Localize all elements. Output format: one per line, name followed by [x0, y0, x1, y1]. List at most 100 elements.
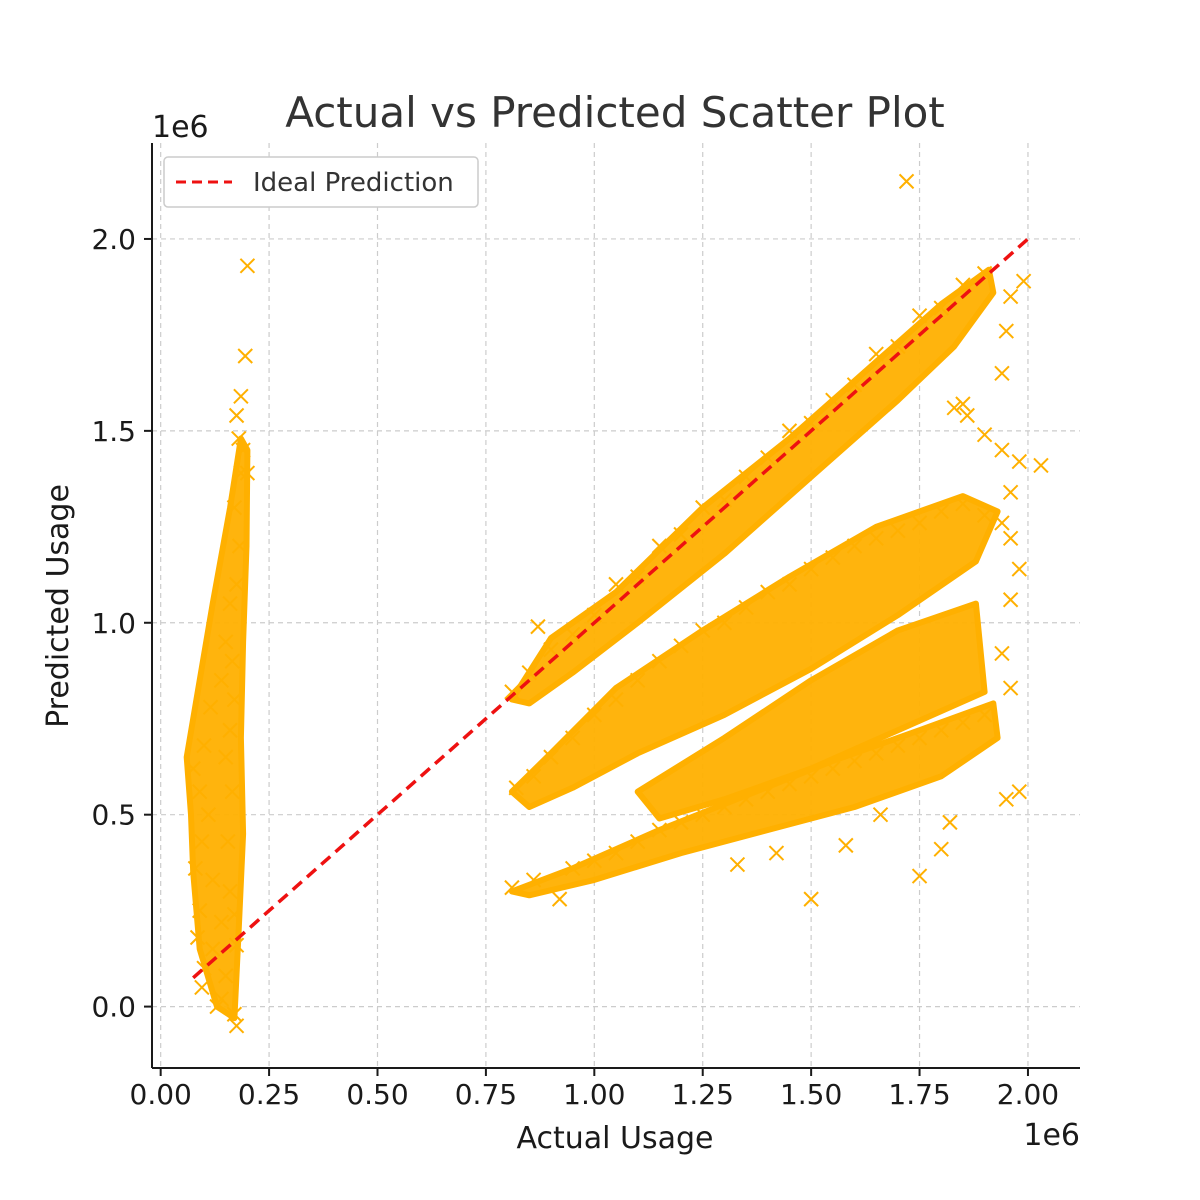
data-point	[716, 799, 733, 815]
data-point	[890, 737, 906, 754]
data-point	[213, 914, 230, 930]
data-point	[846, 753, 863, 769]
data-point	[994, 515, 1010, 531]
data-point	[220, 833, 236, 850]
data-point	[586, 707, 603, 723]
data-point	[564, 730, 581, 746]
data-point	[226, 691, 243, 708]
data-point	[955, 714, 971, 731]
x-tick-label: 1.00	[563, 1078, 625, 1111]
data-point	[189, 929, 206, 946]
ideal-prediction-line	[192, 233, 1034, 980]
x-axis-title: Actual Usage	[517, 1121, 714, 1156]
data-point	[530, 618, 546, 635]
data-point	[608, 576, 624, 593]
point-cluster	[508, 700, 1001, 899]
data-point	[825, 760, 841, 777]
data-point	[825, 549, 841, 566]
data-point	[955, 396, 971, 412]
data-point	[673, 814, 689, 831]
data-point	[228, 576, 245, 593]
data-point	[803, 561, 819, 577]
data-point	[872, 806, 889, 823]
x-tick-label: 1.75	[888, 1078, 950, 1111]
data-point	[838, 837, 854, 854]
data-point	[237, 348, 253, 364]
data-point	[228, 1018, 245, 1034]
data-point	[222, 722, 238, 738]
data-point	[187, 860, 204, 877]
axes	[151, 143, 1080, 1069]
data-point	[1002, 680, 1019, 696]
data-point	[233, 388, 249, 405]
data-point	[976, 426, 993, 443]
data-point	[976, 707, 993, 723]
y-tick-label: 0.0	[91, 991, 136, 1024]
data-point	[994, 645, 1010, 662]
data-point	[218, 749, 234, 765]
point-cluster	[508, 266, 997, 707]
data-point	[209, 998, 225, 1015]
data-point	[239, 258, 256, 274]
data-point	[228, 937, 245, 953]
data-point	[695, 499, 711, 516]
data-point	[911, 515, 928, 531]
data-point	[738, 791, 754, 808]
data-points	[185, 173, 1049, 1034]
data-point	[760, 450, 776, 466]
data-point	[673, 526, 689, 543]
data-point	[976, 507, 993, 524]
data-point	[994, 442, 1010, 458]
data-point	[1002, 288, 1019, 305]
data-point	[200, 806, 217, 823]
data-point	[1011, 453, 1027, 470]
point-cluster	[508, 493, 1001, 810]
x-tick-label: 0.50	[346, 1078, 408, 1111]
data-point	[205, 872, 221, 888]
data-point	[781, 576, 798, 593]
data-point	[194, 979, 210, 996]
data-point	[729, 856, 746, 873]
x-tick-label: 1.25	[672, 1078, 734, 1111]
data-point	[202, 699, 219, 715]
data-point	[224, 783, 240, 800]
data-point	[760, 584, 776, 600]
data-point	[564, 626, 581, 642]
data-point	[218, 968, 234, 984]
data-point	[196, 737, 212, 754]
data-point	[825, 392, 841, 408]
data-point	[651, 653, 668, 669]
data-point	[890, 522, 906, 539]
data-point	[846, 538, 863, 554]
data-point	[191, 902, 208, 919]
data-point	[959, 407, 975, 424]
x-tick-label: 1.50	[780, 1078, 842, 1111]
data-point	[235, 442, 251, 458]
data-point	[803, 768, 819, 785]
data-point	[224, 653, 240, 669]
data-point	[1002, 592, 1019, 608]
data-point	[521, 664, 537, 681]
data-point	[525, 872, 542, 888]
data-point	[695, 806, 711, 823]
data-point	[890, 338, 906, 355]
data-point	[213, 672, 230, 689]
data-point	[231, 430, 247, 447]
legend-box	[163, 156, 479, 208]
data-point	[222, 883, 238, 900]
data-point	[911, 730, 928, 746]
data-point	[651, 822, 668, 838]
data-point	[608, 845, 624, 861]
data-point	[868, 346, 884, 362]
data-point	[946, 400, 962, 416]
data-point	[942, 814, 958, 831]
data-point	[768, 845, 785, 861]
data-point	[194, 833, 210, 850]
data-point	[760, 783, 776, 800]
data-point	[608, 691, 624, 708]
data-point	[564, 860, 581, 877]
data-point	[868, 745, 884, 761]
data-point	[1002, 530, 1019, 547]
data-point	[868, 530, 884, 547]
